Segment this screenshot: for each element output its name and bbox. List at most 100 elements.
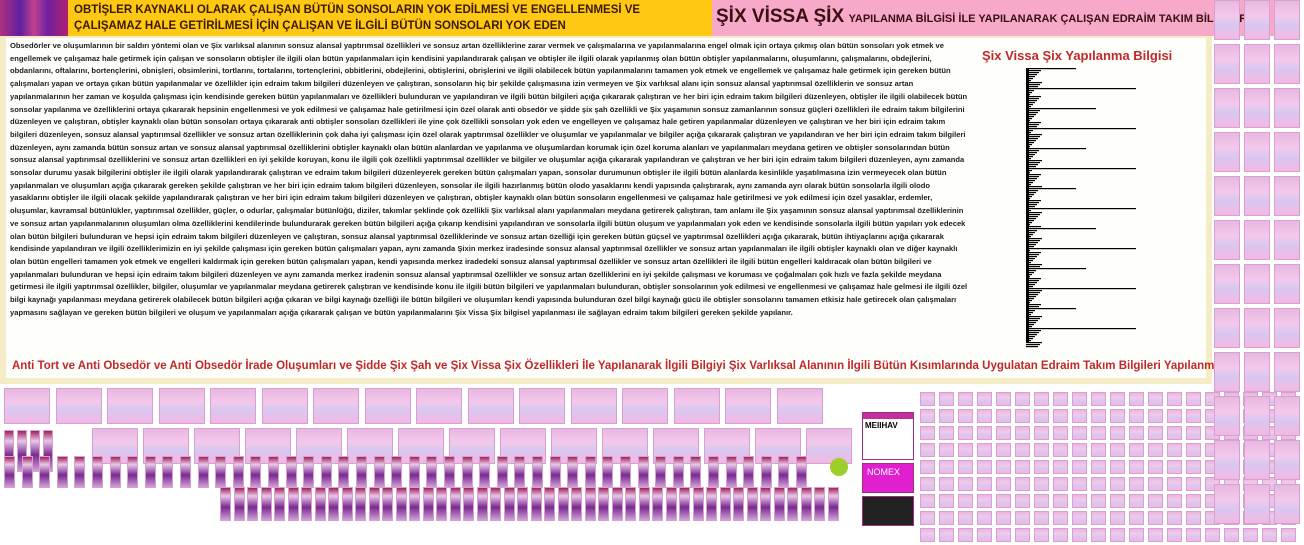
thumbnail[interactable] xyxy=(1244,0,1270,40)
thumbnail[interactable] xyxy=(1186,511,1201,525)
thumbnail[interactable] xyxy=(1274,132,1300,172)
thumbnail[interactable] xyxy=(920,392,935,406)
thumbnail[interactable] xyxy=(708,456,719,488)
thumbnail[interactable] xyxy=(250,456,262,488)
thumbnail[interactable] xyxy=(1274,352,1300,392)
thumbnail[interactable] xyxy=(977,460,992,474)
thumbnail[interactable] xyxy=(1167,477,1182,491)
thumbnail[interactable] xyxy=(1015,511,1030,525)
thumbnail[interactable] xyxy=(1224,528,1239,542)
thumbnail[interactable] xyxy=(620,456,631,488)
thumbnail[interactable] xyxy=(444,456,455,488)
thumbnail[interactable] xyxy=(274,487,285,521)
thumbnail[interactable] xyxy=(1053,511,1068,525)
thumbnail[interactable] xyxy=(180,456,191,488)
thumbnail[interactable] xyxy=(1110,426,1125,440)
ad-thumbnail-middle[interactable]: NOMEX xyxy=(862,463,914,493)
thumbnail[interactable] xyxy=(1015,528,1030,542)
thumbnail[interactable] xyxy=(1110,528,1125,542)
thumbnail[interactable] xyxy=(1186,392,1201,406)
thumbnail[interactable] xyxy=(1214,88,1240,128)
thumbnail[interactable] xyxy=(637,456,649,488)
thumbnail[interactable] xyxy=(1244,440,1270,480)
thumbnail[interactable] xyxy=(977,528,992,542)
thumbnail[interactable] xyxy=(1274,88,1300,128)
thumbnail[interactable] xyxy=(247,487,258,521)
thumbnail[interactable] xyxy=(625,487,636,521)
thumbnail[interactable] xyxy=(996,426,1011,440)
thumbnail[interactable] xyxy=(1148,460,1163,474)
thumbnail[interactable] xyxy=(1274,308,1300,348)
thumbnail[interactable] xyxy=(939,511,954,525)
thumbnail[interactable] xyxy=(814,487,825,521)
thumbnail[interactable] xyxy=(939,528,954,542)
thumbnail[interactable] xyxy=(1091,460,1106,474)
thumbnail[interactable] xyxy=(1274,440,1300,480)
thumbnail[interactable] xyxy=(1214,396,1240,436)
thumbnail[interactable] xyxy=(1091,392,1106,406)
thumbnail[interactable] xyxy=(373,456,385,488)
thumbnail[interactable] xyxy=(260,487,272,521)
thumbnail[interactable] xyxy=(1072,443,1087,457)
thumbnail[interactable] xyxy=(162,456,174,488)
thumbnail[interactable] xyxy=(268,456,279,488)
thumbnail[interactable] xyxy=(1244,396,1270,436)
thumbnail[interactable] xyxy=(1053,409,1068,423)
thumbnail[interactable] xyxy=(706,487,717,521)
thumbnail[interactable] xyxy=(787,487,798,521)
thumbnail[interactable] xyxy=(602,456,614,488)
thumbnail[interactable] xyxy=(1072,477,1087,491)
thumbnail[interactable] xyxy=(74,456,86,488)
thumbnail[interactable] xyxy=(977,409,992,423)
thumbnail[interactable] xyxy=(426,456,438,488)
thumbnail[interactable] xyxy=(796,456,807,488)
thumbnail[interactable] xyxy=(1053,494,1068,508)
thumbnail[interactable] xyxy=(584,456,596,488)
thumbnail[interactable] xyxy=(1072,409,1087,423)
thumbnail[interactable] xyxy=(1129,528,1144,542)
thumbnail[interactable] xyxy=(1148,494,1163,508)
thumbnail[interactable] xyxy=(1244,132,1270,172)
thumbnail[interactable] xyxy=(21,456,33,488)
thumbnail[interactable] xyxy=(996,477,1011,491)
thumbnail[interactable] xyxy=(655,456,667,488)
thumbnail[interactable] xyxy=(449,487,461,521)
thumbnail[interactable] xyxy=(920,426,935,440)
thumbnail[interactable] xyxy=(56,456,68,488)
thumbnail[interactable] xyxy=(197,456,209,488)
thumbnail[interactable] xyxy=(743,456,755,488)
thumbnail[interactable] xyxy=(220,487,231,521)
thumbnail[interactable] xyxy=(1214,308,1240,348)
thumbnail[interactable] xyxy=(1129,477,1144,491)
thumbnail[interactable] xyxy=(1244,88,1270,128)
thumbnail[interactable] xyxy=(977,511,992,525)
thumbnail[interactable] xyxy=(939,443,954,457)
thumbnail[interactable] xyxy=(436,487,447,521)
thumbnail[interactable] xyxy=(1129,460,1144,474)
thumbnail[interactable] xyxy=(806,428,852,464)
thumbnail[interactable] xyxy=(1214,264,1240,304)
thumbnail[interactable] xyxy=(725,388,771,424)
thumbnail[interactable] xyxy=(665,487,677,521)
thumbnail[interactable] xyxy=(1167,460,1182,474)
thumbnail[interactable] xyxy=(996,443,1011,457)
thumbnail[interactable] xyxy=(1034,392,1049,406)
thumbnail[interactable] xyxy=(461,456,473,488)
thumbnail[interactable] xyxy=(958,528,973,542)
thumbnail[interactable] xyxy=(1034,409,1049,423)
thumbnail[interactable] xyxy=(530,487,542,521)
thumbnail[interactable] xyxy=(1148,443,1163,457)
thumbnail[interactable] xyxy=(287,487,299,521)
thumbnail[interactable] xyxy=(1129,443,1144,457)
thumbnail[interactable] xyxy=(725,456,737,488)
thumbnail[interactable] xyxy=(958,392,973,406)
thumbnail[interactable] xyxy=(1053,426,1068,440)
thumbnail[interactable] xyxy=(1053,460,1068,474)
thumbnail[interactable] xyxy=(939,392,954,406)
thumbnail[interactable] xyxy=(1243,528,1258,542)
thumbnail[interactable] xyxy=(1148,426,1163,440)
thumbnail[interactable] xyxy=(827,487,839,521)
thumbnail[interactable] xyxy=(314,487,326,521)
thumbnail[interactable] xyxy=(1110,443,1125,457)
thumbnail[interactable] xyxy=(958,426,973,440)
